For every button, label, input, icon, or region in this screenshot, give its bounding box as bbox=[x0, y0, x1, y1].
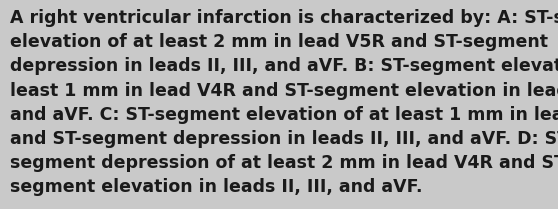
Text: segment depression of at least 2 mm in lead V4R and ST-: segment depression of at least 2 mm in l… bbox=[10, 154, 558, 172]
Text: elevation of at least 2 mm in lead V5R and ST-segment: elevation of at least 2 mm in lead V5R a… bbox=[10, 33, 548, 51]
Text: and ST-segment depression in leads II, III, and aVF. D: ST-: and ST-segment depression in leads II, I… bbox=[10, 130, 558, 148]
Text: least 1 mm in lead V4R and ST-segment elevation in leads II, III,: least 1 mm in lead V4R and ST-segment el… bbox=[10, 82, 558, 99]
Text: segment elevation in leads II, III, and aVF.: segment elevation in leads II, III, and … bbox=[10, 178, 422, 196]
Text: depression in leads II, III, and aVF. B: ST-segment elevation of at: depression in leads II, III, and aVF. B:… bbox=[10, 57, 558, 75]
Text: A right ventricular infarction is characterized by: A: ST-segment: A right ventricular infarction is charac… bbox=[10, 9, 558, 27]
Text: and aVF. C: ST-segment elevation of at least 1 mm in lead V5R: and aVF. C: ST-segment elevation of at l… bbox=[10, 106, 558, 124]
